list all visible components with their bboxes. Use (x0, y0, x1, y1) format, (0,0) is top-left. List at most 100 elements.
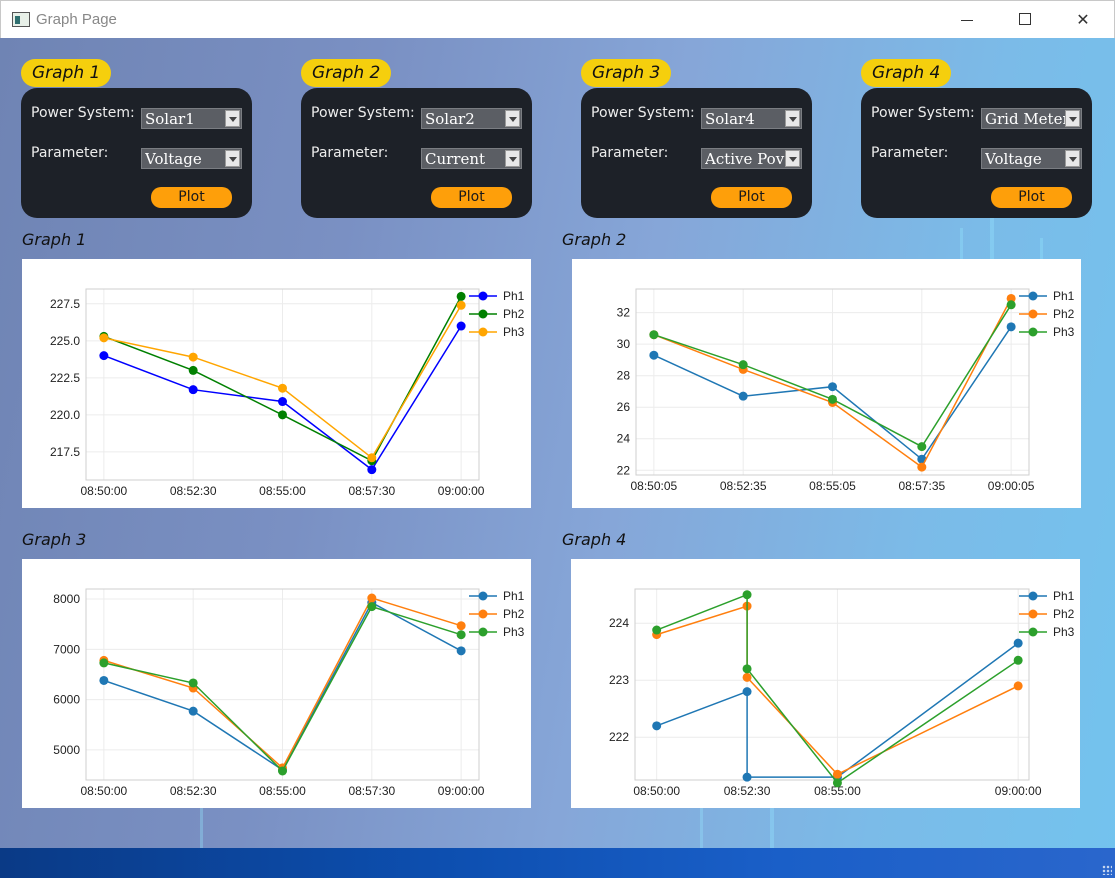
data-point-ph1 (367, 465, 377, 475)
dropdown-arrow-icon[interactable] (225, 110, 240, 127)
graph-4-panel: 222 223 224 08:50:00 08:52:30 08:55:00 09:00:0… (571, 559, 1080, 808)
parameter-select-1[interactable]: Voltage (141, 148, 242, 169)
dropdown-arrow-icon[interactable] (505, 150, 520, 167)
y-tick-label: 5000 (53, 743, 80, 757)
legend-label: Ph3 (503, 625, 525, 639)
power-system-select-1[interactable]: Solar1 (141, 108, 242, 129)
data-point-ph3 (188, 678, 198, 688)
legend-marker (478, 309, 488, 319)
select-value: Solar1 (145, 110, 195, 128)
y-tick-label: 22 (617, 463, 631, 477)
data-point-ph1 (742, 772, 752, 782)
parameter-select-2[interactable]: Current (421, 148, 522, 169)
data-point-ph2 (742, 672, 752, 682)
y-tick-label: 227.5 (50, 297, 80, 311)
legend-label: Ph2 (503, 307, 525, 321)
data-point-ph1 (99, 675, 109, 685)
data-point-ph1 (742, 687, 752, 697)
y-tick-label: 217.5 (50, 445, 80, 459)
x-tick-label: 08:55:00 (259, 484, 306, 498)
card-3-badge: Graph 3 (581, 59, 672, 87)
data-point-ph1 (188, 385, 198, 395)
x-tick-label: 09:00:00 (438, 784, 485, 798)
plot-frame (634, 588, 1030, 781)
dropdown-arrow-icon[interactable] (225, 150, 240, 167)
graph-2-chart: 22 24 26 28 30 32 08:50:05 08:52:35 08:55:05 08:5… (617, 288, 1075, 493)
legend-label: Ph2 (1053, 607, 1075, 621)
data-point-ph3 (649, 330, 659, 340)
select-value: Solar2 (425, 110, 475, 128)
data-point-ph1 (99, 351, 109, 361)
card-4-controls: Power System: Grid Meter Parameter: Volt… (861, 88, 1092, 218)
dropdown-arrow-icon[interactable] (1065, 110, 1080, 127)
data-point-ph1 (456, 646, 466, 656)
graph-1-panel: 217.5 220.0 222.5 225.0 227.5 08:50:00 08:52:3… (22, 259, 531, 508)
data-point-ph3 (99, 333, 109, 343)
plot-button-2[interactable]: Plot (431, 187, 512, 208)
resize-grip-icon[interactable] (1102, 865, 1112, 875)
data-point-ph1 (738, 391, 748, 401)
x-tick-label: 08:55:00 (259, 784, 306, 798)
maximize-button[interactable] (1002, 1, 1048, 39)
select-value: Solar4 (705, 110, 755, 128)
y-tick-label: 224 (609, 616, 629, 630)
data-point-ph1 (188, 706, 198, 716)
plot-button-1[interactable]: Plot (151, 187, 232, 208)
data-point-ph2 (456, 621, 466, 631)
dropdown-arrow-icon[interactable] (505, 110, 520, 127)
dropdown-arrow-icon[interactable] (785, 110, 800, 127)
dropdown-arrow-icon[interactable] (785, 150, 800, 167)
power-system-label: Power System: (871, 105, 975, 121)
legend-marker (478, 291, 488, 301)
data-point-ph3 (278, 766, 287, 776)
graph-2-panel: 22 24 26 28 30 32 08:50:05 08:52:35 08:55:05 08:5… (572, 259, 1081, 508)
card-4-badge: Graph 4 (861, 59, 952, 87)
x-tick-label: 08:55:05 (809, 479, 856, 493)
plot-frame (635, 288, 1030, 476)
data-point-ph3 (456, 630, 466, 640)
power-system-select-2[interactable]: Solar2 (421, 108, 522, 129)
data-point-ph3 (652, 625, 662, 635)
legend-label: Ph3 (1053, 325, 1075, 339)
legend-label: Ph2 (503, 607, 525, 621)
dropdown-arrow-icon[interactable] (1065, 150, 1080, 167)
data-point-ph3 (367, 453, 377, 463)
legend-label: Ph2 (1053, 307, 1075, 321)
legend-marker (478, 591, 488, 601)
graph-4-heading: Graph 4 (562, 530, 627, 549)
x-tick-label: 08:50:00 (633, 784, 680, 798)
data-point-ph3 (1006, 300, 1016, 310)
power-system-label: Power System: (31, 105, 135, 121)
plot-button-4[interactable]: Plot (991, 187, 1072, 208)
graph-3-chart: 5000 6000 7000 8000 08:50:00 08:52:30 08:55:00… (53, 588, 525, 798)
y-tick-label: 222 (609, 730, 629, 744)
plot-button-3[interactable]: Plot (711, 187, 792, 208)
graph-3-panel: 5000 6000 7000 8000 08:50:00 08:52:30 08:55:00… (22, 559, 531, 808)
data-point-ph1 (278, 397, 287, 407)
legend-marker (1028, 609, 1038, 619)
select-value: Current (425, 150, 486, 168)
graph-1-heading: Graph 1 (22, 230, 87, 249)
window-title: Graph Page (36, 11, 117, 28)
plot-frame (85, 288, 480, 481)
maximize-icon (1019, 13, 1031, 25)
x-tick-label: 08:52:30 (170, 484, 217, 498)
parameter-label: Parameter: (311, 145, 389, 161)
x-tick-label: 08:57:35 (898, 479, 945, 493)
data-point-ph1 (649, 350, 659, 360)
parameter-label: Parameter: (871, 145, 949, 161)
power-system-select-3[interactable]: Solar4 (701, 108, 802, 129)
legend-marker (478, 627, 488, 637)
data-point-ph2 (832, 769, 842, 779)
parameter-select-3[interactable]: Active Pov (701, 148, 802, 169)
data-point-ph1 (1013, 638, 1023, 648)
power-system-label: Power System: (591, 105, 695, 121)
minimize-button[interactable] (944, 1, 990, 39)
close-button[interactable]: ✕ (1060, 1, 1106, 39)
y-tick-label: 222.5 (50, 371, 80, 385)
power-system-label: Power System: (311, 105, 415, 121)
power-system-select-4[interactable]: Grid Meter (981, 108, 1082, 129)
y-tick-label: 26 (617, 400, 631, 414)
data-point-ph3 (738, 360, 748, 370)
parameter-select-4[interactable]: Voltage (981, 148, 1082, 169)
